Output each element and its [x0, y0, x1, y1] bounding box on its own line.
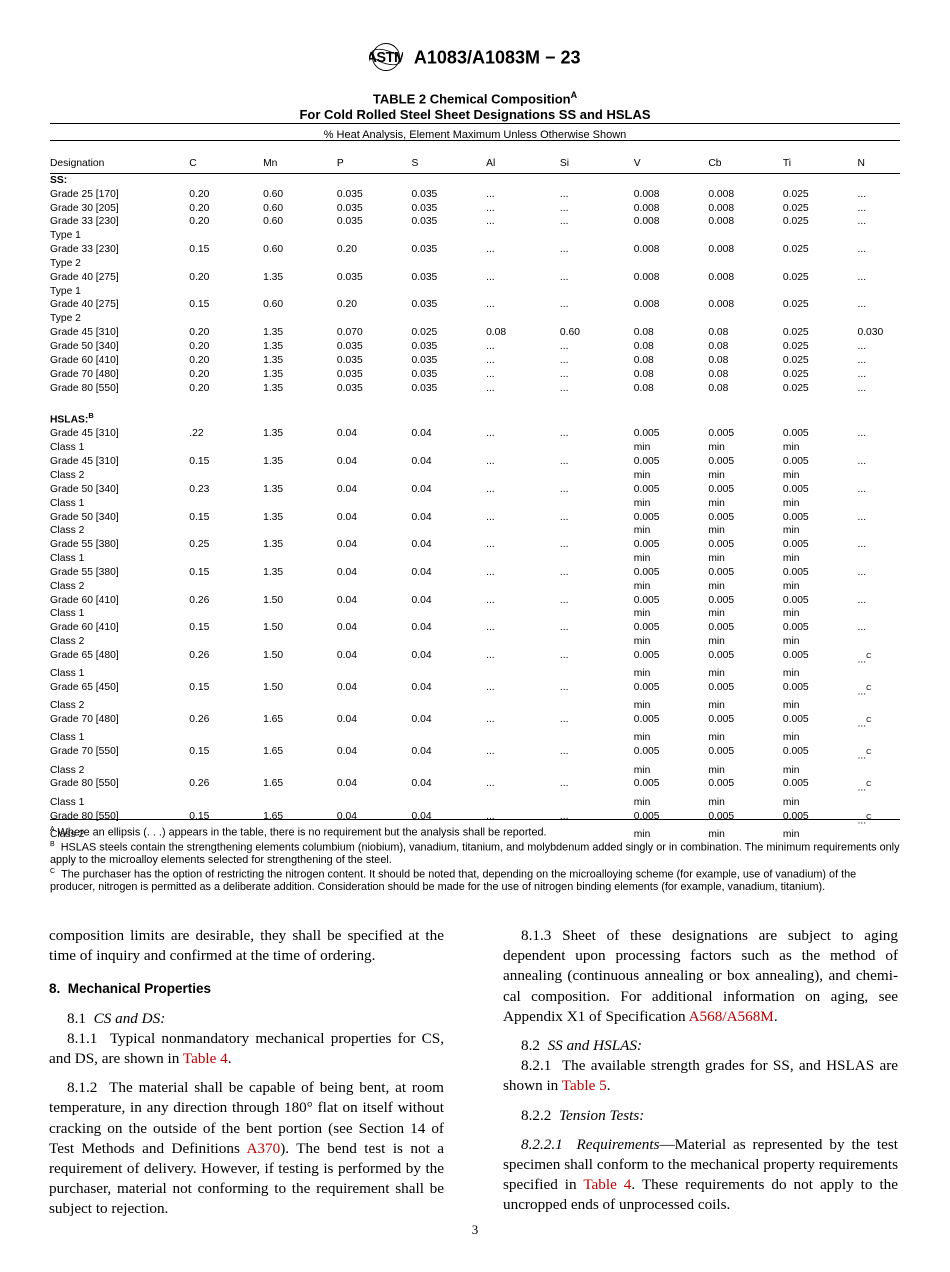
svg-text:ASTM: ASTM: [369, 50, 403, 66]
